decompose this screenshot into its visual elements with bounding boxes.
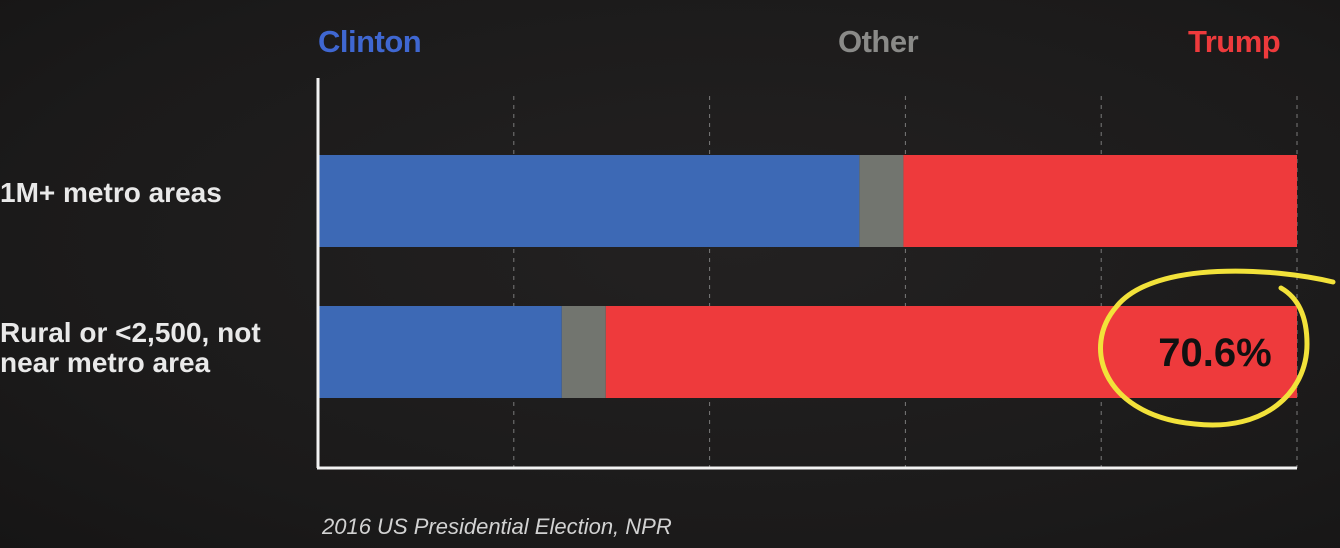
legend-trump: Trump	[1188, 24, 1281, 59]
category-label-rural: Rural or <2,500, not near metro area	[0, 317, 261, 378]
bar-trump-1	[605, 306, 1297, 398]
axes	[316, 78, 1297, 470]
annotation-value-label: 70.6%	[1158, 331, 1271, 375]
bar-other-0	[859, 155, 904, 247]
bar-other-1	[561, 306, 606, 398]
category-label-metro: 1M+ metro areas	[0, 177, 222, 208]
highlight-circle	[1098, 268, 1336, 428]
bar-clinton-1	[318, 306, 562, 398]
bar-clinton-0	[318, 155, 860, 247]
legend-clinton: Clinton	[318, 24, 422, 59]
bars	[318, 155, 1297, 398]
gridlines	[513, 96, 1298, 468]
bar-trump-0	[903, 155, 1297, 247]
legend-other: Other	[838, 24, 919, 59]
annotations: 70.6%	[1098, 268, 1336, 428]
source-caption: 2016 US Presidential Election, NPR	[322, 514, 672, 539]
